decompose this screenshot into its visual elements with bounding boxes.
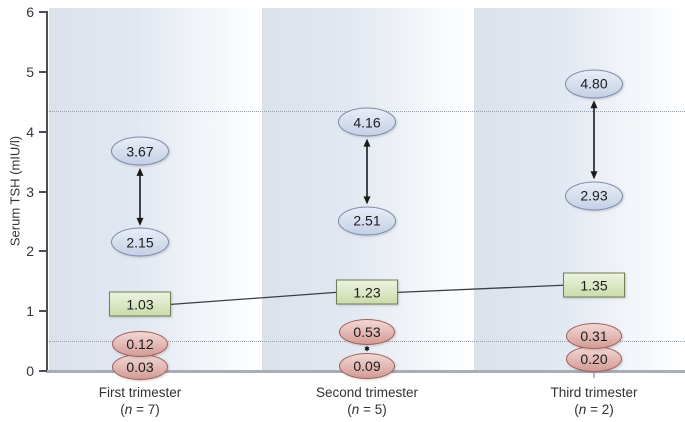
upper-limit-marker: 4.80	[565, 69, 623, 99]
upper-limit-marker: 2.15	[111, 227, 169, 257]
x-axis-group-label: First trimester (n = 7)	[60, 384, 220, 418]
lower-limit-marker: 0.03	[112, 354, 168, 380]
lower-limit-marker: 0.31	[566, 323, 622, 350]
lower-limit-marker: 0.12	[112, 331, 168, 357]
y-tick-label: 3	[26, 183, 34, 200]
y-tick	[39, 250, 47, 253]
y-axis-title: Serum TSH (mIU/l)	[7, 135, 23, 247]
x-axis-group-label: Third trimester (n = 2)	[514, 384, 674, 418]
median-marker: 1.35	[563, 272, 625, 298]
trimester-label: Second trimester	[315, 385, 419, 400]
trimester-label: First trimester	[98, 385, 182, 400]
y-tick	[39, 310, 47, 313]
y-tick-label: 0	[26, 363, 34, 379]
y-tick-label: 5	[26, 63, 34, 80]
lower-limit-marker: 0.09	[339, 352, 395, 379]
trimester-label: Third trimester	[550, 385, 638, 400]
lower-limit-marker: 0.20	[566, 346, 622, 373]
upper-limit-marker: 4.16	[338, 107, 396, 137]
x-axis-group-label: Second trimester (n = 5)	[287, 384, 447, 418]
upper-limit-marker: 3.67	[111, 136, 169, 166]
upper-limit-marker: 2.51	[338, 206, 396, 236]
n-count-label: (n = 2)	[574, 402, 614, 417]
y-axis-line	[46, 11, 48, 372]
y-tick	[39, 130, 47, 133]
y-tick	[39, 70, 47, 73]
median-marker: 1.23	[336, 279, 398, 305]
y-tick-label: 2	[26, 243, 34, 260]
y-tick-label: 6	[26, 4, 34, 20]
y-tick	[39, 11, 47, 13]
upper-limit-marker: 2.93	[565, 181, 623, 211]
y-tick-label: 4	[26, 123, 34, 140]
n-count-label: (n = 5)	[347, 402, 387, 417]
lower-limit-marker: 0.53	[339, 318, 395, 345]
n-count-label: (n = 7)	[120, 402, 160, 417]
trimester-panel	[262, 8, 468, 370]
y-tick	[39, 190, 47, 193]
y-tick-label: 1	[26, 303, 34, 320]
y-tick	[39, 370, 47, 372]
median-marker: 1.03	[109, 291, 171, 317]
